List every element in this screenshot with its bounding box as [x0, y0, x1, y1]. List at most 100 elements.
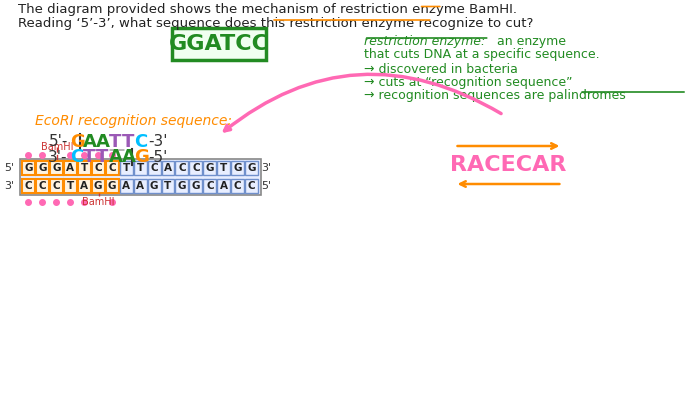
- Text: A: A: [83, 133, 97, 151]
- Bar: [148, 161, 160, 175]
- Bar: [106, 179, 118, 193]
- Text: G: G: [150, 181, 158, 191]
- Text: C: C: [70, 148, 83, 166]
- Text: T: T: [220, 163, 228, 173]
- Text: an enzyme: an enzyme: [493, 35, 566, 48]
- Text: BamHI: BamHI: [41, 142, 73, 152]
- Text: G: G: [248, 163, 256, 173]
- Bar: [162, 179, 174, 193]
- Text: → cuts at “recognition sequence”: → cuts at “recognition sequence”: [364, 76, 573, 89]
- Bar: [92, 179, 105, 193]
- Text: G: G: [178, 181, 186, 191]
- Bar: [20, 159, 261, 195]
- Text: RACECAR: RACECAR: [450, 155, 566, 175]
- Text: 5': 5': [261, 181, 272, 191]
- Bar: [162, 161, 174, 175]
- Bar: [134, 179, 146, 193]
- Text: A: A: [122, 181, 130, 191]
- Bar: [78, 179, 91, 193]
- Bar: [120, 179, 132, 193]
- Text: T: T: [83, 148, 95, 166]
- Text: T: T: [164, 181, 172, 191]
- Text: C: C: [134, 133, 148, 151]
- Bar: [50, 179, 63, 193]
- Text: 3': 3': [261, 163, 272, 173]
- Text: G: G: [206, 163, 214, 173]
- Text: T: T: [80, 163, 88, 173]
- Text: C: C: [192, 163, 199, 173]
- Bar: [148, 179, 160, 193]
- Text: C: C: [94, 163, 102, 173]
- Text: G: G: [70, 133, 85, 151]
- Bar: [231, 161, 244, 175]
- Text: C: C: [234, 181, 241, 191]
- Text: BamHI: BamHI: [83, 197, 115, 207]
- Text: T: T: [96, 148, 108, 166]
- Text: A: A: [80, 181, 88, 191]
- Text: -3': -3': [148, 134, 168, 149]
- Text: 5'-: 5'-: [48, 134, 68, 149]
- Bar: [36, 161, 49, 175]
- Text: A: A: [136, 181, 144, 191]
- Text: C: C: [206, 181, 214, 191]
- Text: → discovered in bacteria: → discovered in bacteria: [364, 63, 518, 76]
- Text: C: C: [178, 163, 186, 173]
- Bar: [64, 161, 77, 175]
- Bar: [36, 179, 49, 193]
- Text: C: C: [108, 163, 116, 173]
- Text: T: T: [122, 163, 130, 173]
- Text: EcoRI recognition sequence:: EcoRI recognition sequence:: [35, 114, 232, 128]
- Text: 5': 5': [4, 163, 14, 173]
- Text: G: G: [234, 163, 242, 173]
- Text: G: G: [192, 181, 200, 191]
- Text: G: G: [108, 181, 116, 191]
- Text: 3': 3': [4, 181, 14, 191]
- Text: C: C: [38, 181, 46, 191]
- Text: → recognition sequences are palindromes: → recognition sequences are palindromes: [364, 89, 626, 102]
- Text: G: G: [134, 148, 150, 166]
- Text: C: C: [25, 181, 32, 191]
- Bar: [176, 179, 188, 193]
- Text: T: T: [122, 133, 134, 151]
- Text: T: T: [136, 163, 144, 173]
- Bar: [176, 161, 188, 175]
- Text: G: G: [38, 163, 47, 173]
- Text: A: A: [122, 148, 136, 166]
- Text: A: A: [66, 163, 74, 173]
- Text: A: A: [164, 163, 172, 173]
- Text: G: G: [25, 163, 33, 173]
- Text: GGATCC: GGATCC: [169, 34, 270, 54]
- Bar: [231, 179, 244, 193]
- Bar: [22, 179, 35, 193]
- Bar: [22, 161, 35, 175]
- Bar: [120, 161, 132, 175]
- Bar: [245, 179, 258, 193]
- Bar: [245, 161, 258, 175]
- Bar: [78, 161, 91, 175]
- Text: A: A: [96, 133, 110, 151]
- Text: G: G: [94, 181, 102, 191]
- Text: C: C: [150, 163, 158, 173]
- Text: 3'-: 3'-: [48, 149, 68, 165]
- Text: C: C: [248, 181, 256, 191]
- Bar: [50, 161, 63, 175]
- Text: A: A: [108, 148, 122, 166]
- Text: that cuts DNA at a specific sequence.: that cuts DNA at a specific sequence.: [364, 48, 599, 61]
- Bar: [92, 161, 105, 175]
- Text: restriction enzyme:: restriction enzyme:: [364, 35, 485, 48]
- Text: T: T: [66, 181, 74, 191]
- Bar: [190, 161, 202, 175]
- Bar: [217, 161, 230, 175]
- Text: -5': -5': [148, 149, 168, 165]
- Bar: [134, 161, 146, 175]
- Text: C: C: [52, 181, 60, 191]
- Text: A: A: [220, 181, 228, 191]
- FancyBboxPatch shape: [172, 28, 266, 60]
- Bar: [204, 179, 216, 193]
- Bar: [204, 161, 216, 175]
- Text: T: T: [108, 133, 121, 151]
- Bar: [217, 179, 230, 193]
- Text: Reading ‘5’-3’, what sequence does this restriction enzyme recognize to cut?: Reading ‘5’-3’, what sequence does this …: [18, 17, 533, 30]
- Bar: [106, 161, 118, 175]
- Text: The diagram provided shows the mechanism of restriction enzyme BamHI.: The diagram provided shows the mechanism…: [18, 3, 517, 16]
